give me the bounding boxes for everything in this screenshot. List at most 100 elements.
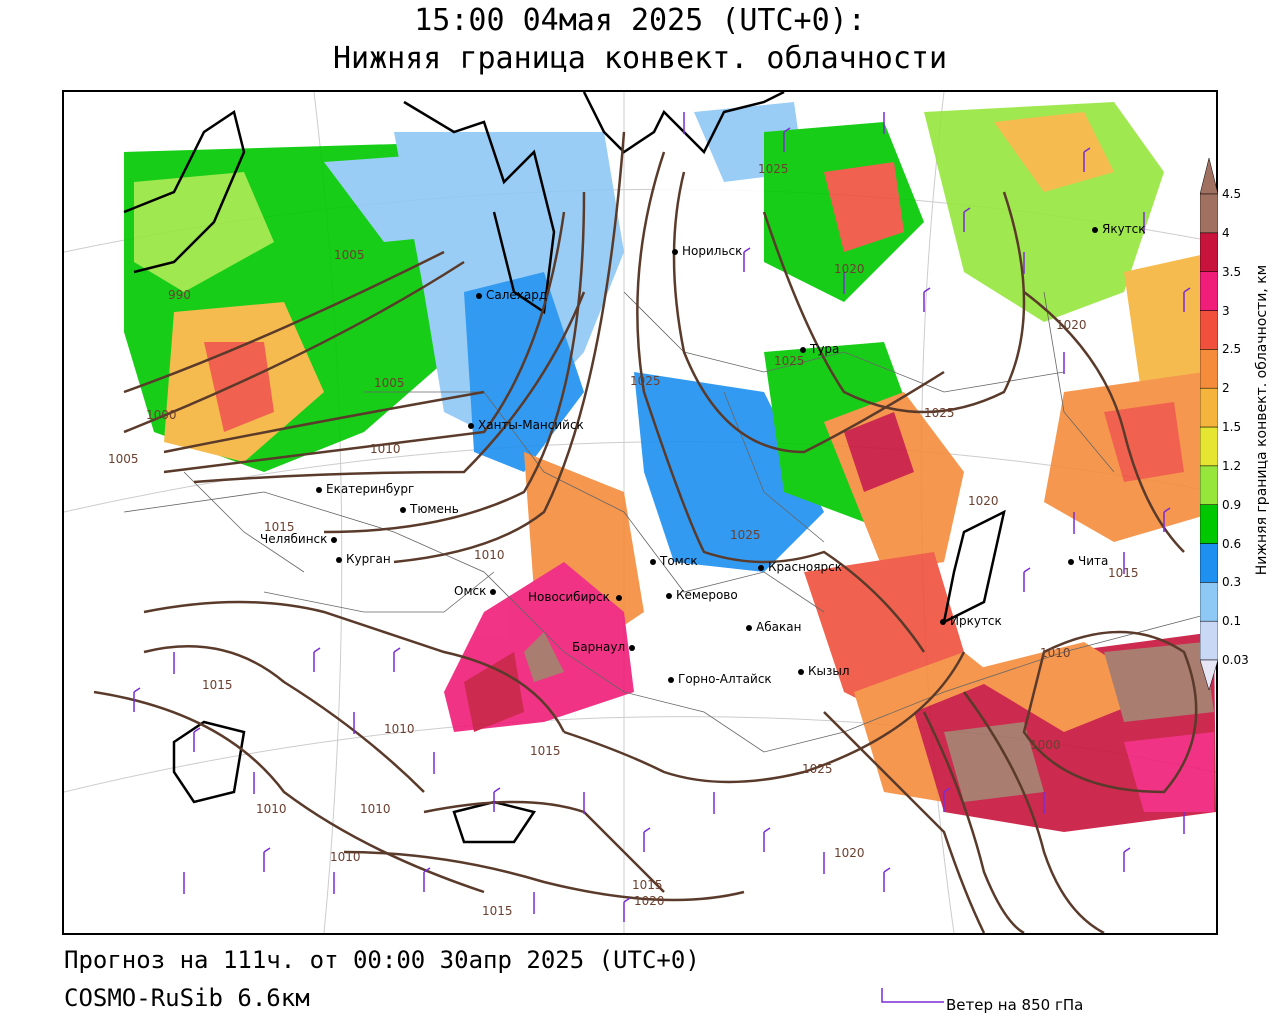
isobar-label: 1015 (202, 678, 233, 692)
legend-tick-label: 4 (1222, 225, 1230, 240)
city-label: Барнаул (572, 640, 639, 654)
city-label: Горно-Алтайск (668, 672, 772, 686)
city-label: Тюмень (400, 502, 459, 516)
city-label: Кызыл (798, 664, 850, 678)
city-dot-icon (798, 668, 804, 675)
legend-tick-label: 2 (1222, 381, 1230, 396)
isobar-label: 1025 (758, 162, 789, 176)
city-dot-icon (800, 346, 806, 353)
city-label: Норильск (672, 244, 742, 258)
isobar-label: 1020 (834, 262, 865, 276)
legend-tick-label: 4.5 (1222, 187, 1242, 201)
city-dot-icon (746, 624, 752, 631)
city-dot-icon (758, 564, 764, 571)
wind-barbs (133, 112, 1191, 922)
forecast-info: Прогноз на 111ч. от 00:00 30апр 2025 (UT… (64, 946, 700, 974)
legend-colorbar (1200, 158, 1218, 690)
isobar-label: 1005 (108, 452, 139, 466)
legend-swatch (1200, 271, 1218, 311)
legend-swatch (1200, 465, 1218, 505)
legend-swatch (1200, 620, 1218, 661)
model-name: COSMO-RuSib 6.6км (64, 984, 310, 1012)
city-dot-icon (336, 556, 342, 563)
isobar-label: 1005 (334, 248, 365, 262)
city-label: Чита (1068, 554, 1108, 568)
isobar-label: 1010 (370, 442, 401, 456)
city-dot-icon (1068, 558, 1074, 565)
legend-tick-label: 3.5 (1222, 264, 1242, 279)
city-dot-icon (668, 676, 674, 683)
legend-tick-label: 0.03 (1222, 653, 1249, 667)
legend-tick-label: 0.6 (1222, 536, 1242, 551)
isobar-label: 1010 (384, 722, 415, 736)
city-label: Курган (336, 552, 391, 566)
legend-tick-label: 1.5 (1222, 420, 1242, 434)
legend-tick-label: 3 (1222, 303, 1230, 318)
city-label: Екатеринбург (316, 482, 414, 496)
city-label: Красноярск (758, 560, 842, 574)
isobars (93, 131, 1198, 933)
isobar-label: 1010 (256, 802, 287, 816)
cloud-base-field (124, 102, 1216, 832)
map-subtitle: Нижняя граница конвект. облачности (332, 41, 948, 76)
city-dot-icon (1092, 226, 1098, 233)
isobar-label: 1025 (730, 528, 761, 542)
legend-swatch (1200, 582, 1218, 622)
legend-swatch (1200, 158, 1218, 195)
isobar-label: 1015 (264, 520, 295, 534)
city-label: Якутск (1092, 222, 1146, 236)
legend-tick-label: 2.5 (1222, 342, 1242, 357)
legend-swatch (1200, 426, 1218, 467)
legend-swatch (1200, 349, 1218, 389)
city-label: Челябинск (260, 532, 341, 546)
isobar-label: 1020 (634, 894, 665, 908)
forecast-map: Салехард Норильск Якутск Тура Ханты-Манс… (62, 90, 1218, 935)
wind-legend-label: Ветер на 850 гПа (946, 996, 1084, 1014)
isobar-label: 1025 (924, 406, 955, 420)
legend-tick-label: 0.1 (1222, 614, 1242, 629)
isobar-label: 1000 (146, 408, 177, 422)
isobar-label: 990 (168, 288, 191, 302)
city-dot-icon (666, 592, 672, 599)
legend-tick-label: 1.2 (1222, 458, 1242, 473)
map-title: 15:00 04мая 2025 (UTC+0): (414, 3, 866, 38)
city-dot-icon (331, 536, 338, 543)
city-label: Омск (454, 584, 500, 598)
legend-swatch (1200, 232, 1218, 272)
city-dot-icon (629, 644, 636, 651)
isobar-label: 1025 (630, 374, 661, 388)
isobar-label: 1015 (632, 878, 663, 892)
isobar-label: 1020 (968, 494, 999, 508)
wind-legend (880, 986, 1140, 1016)
isobar-label: 1015 (1108, 566, 1139, 580)
city-dot-icon (672, 248, 678, 255)
city-dot-icon (940, 618, 946, 625)
city-dot-icon (650, 558, 656, 565)
city-dot-icon (316, 486, 322, 493)
legend-swatch (1200, 310, 1218, 350)
isobar-label: 1010 (474, 548, 505, 562)
map-canvas (64, 92, 1216, 933)
isobar-label: 1010 (1040, 646, 1071, 660)
isobar-label: 1005 (374, 376, 405, 390)
isobar-label: 1015 (482, 904, 513, 918)
legend-swatch (1200, 659, 1218, 690)
city-label: Новосибирск (528, 590, 626, 604)
wind-barb-icon (881, 988, 944, 1003)
city-label: Абакан (746, 620, 801, 634)
city-label: Кемерово (666, 588, 738, 602)
city-label: Тура (800, 342, 839, 356)
isobar-label: 1000 (1030, 738, 1061, 752)
legend-swatch (1200, 387, 1218, 428)
isobar-label: 1015 (530, 744, 561, 758)
legend-tick-label: 0.3 (1222, 575, 1242, 590)
isobar-label: 1020 (1056, 318, 1087, 332)
city-label: Ханты-Мансийск (468, 418, 584, 432)
city-label: Салехард (476, 288, 547, 302)
city-dot-icon (615, 594, 622, 601)
admin-borders (123, 291, 1216, 753)
legend-swatch (1200, 543, 1218, 583)
legend-swatch (1200, 504, 1218, 544)
city-dot-icon (400, 506, 406, 513)
legend-title: Нижняя граница конвект. облачности, км (1254, 264, 1270, 576)
